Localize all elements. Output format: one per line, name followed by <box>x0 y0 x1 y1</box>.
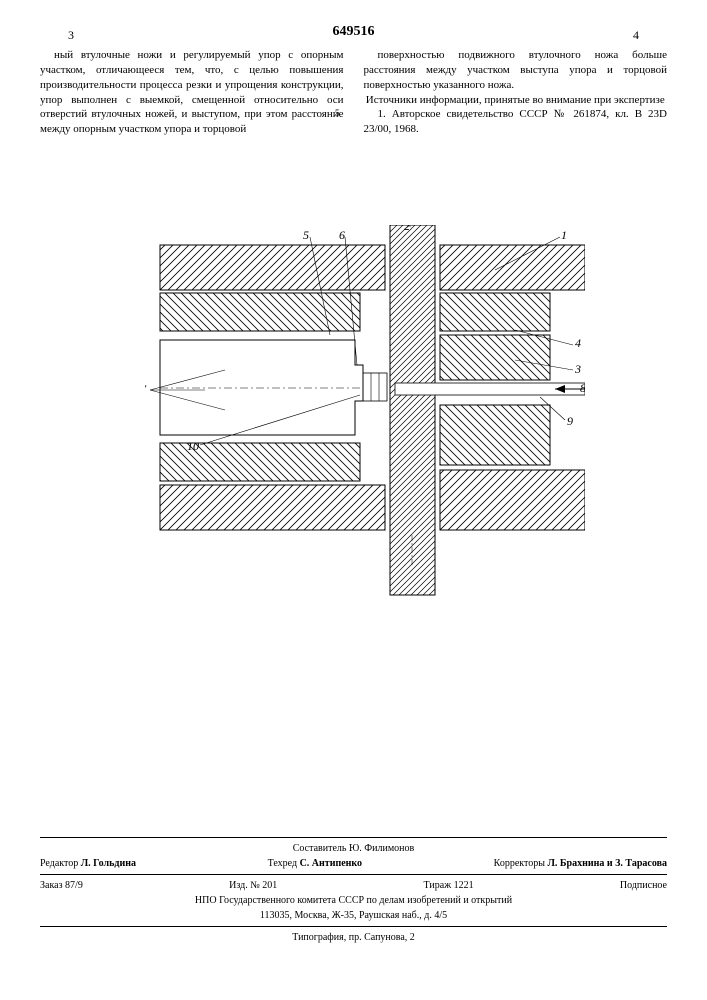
left-paragraph: ный втулочные ножи и регулируемый упор с… <box>40 48 344 137</box>
line-marker: 5 <box>335 108 340 118</box>
footer-printer: Типография, пр. Сапунова, 2 <box>40 930 667 945</box>
right-paragraph-1: поверхностью подвижного втулочного ножа … <box>364 48 668 93</box>
svg-text:5: 5 <box>303 228 309 242</box>
footer-block: Составитель Ю. Филимонов Редактор Л. Гол… <box>40 834 667 945</box>
footer-circulation: Тираж 1221 <box>424 880 474 891</box>
footer-edition: Изд. № 201 <box>229 880 277 891</box>
svg-text:3: 3 <box>574 362 581 376</box>
svg-text:9: 9 <box>567 414 573 428</box>
svg-text:6: 6 <box>339 228 345 242</box>
right-paragraph-2: Источники информации, принятые во вниман… <box>364 93 668 108</box>
footer-compiler: Составитель Ю. Филимонов <box>40 841 667 856</box>
right-column: поверхностью подвижного втулочного ножа … <box>364 48 668 137</box>
svg-text:2: 2 <box>404 225 410 233</box>
body-text: ный втулочные ножи и регулируемый упор с… <box>40 48 667 137</box>
footer-order: Заказ 87/9 <box>40 880 83 891</box>
svg-text:7: 7 <box>145 382 147 396</box>
footer-subscription: Подписное <box>620 880 667 891</box>
left-column: ный втулочные ножи и регулируемый упор с… <box>40 48 344 137</box>
footer-address: 113035, Москва, Ж-35, Раушская наб., д. … <box>40 908 667 923</box>
footer-corrector: Корректоры Л. Брахнина и З. Тарасова <box>494 858 667 869</box>
page-number-left: 3 <box>68 28 74 43</box>
page-number-right: 4 <box>633 28 639 43</box>
technical-figure: 5 6 2 1 4 3 8 9 7 10 <box>145 225 585 625</box>
footer-tech: Техред С. Антипенко <box>268 858 362 869</box>
patent-number: 649516 <box>333 24 375 40</box>
svg-text:4: 4 <box>575 336 581 350</box>
svg-text:8: 8 <box>580 381 585 395</box>
right-paragraph-3: 1. Авторское свидетельство СССР № 261874… <box>364 107 668 137</box>
svg-text:1: 1 <box>561 228 567 242</box>
footer-org: НПО Государственного комитета СССР по де… <box>40 893 667 908</box>
svg-text:10: 10 <box>187 439 199 453</box>
footer-editor: Редактор Л. Гольдина <box>40 858 136 869</box>
